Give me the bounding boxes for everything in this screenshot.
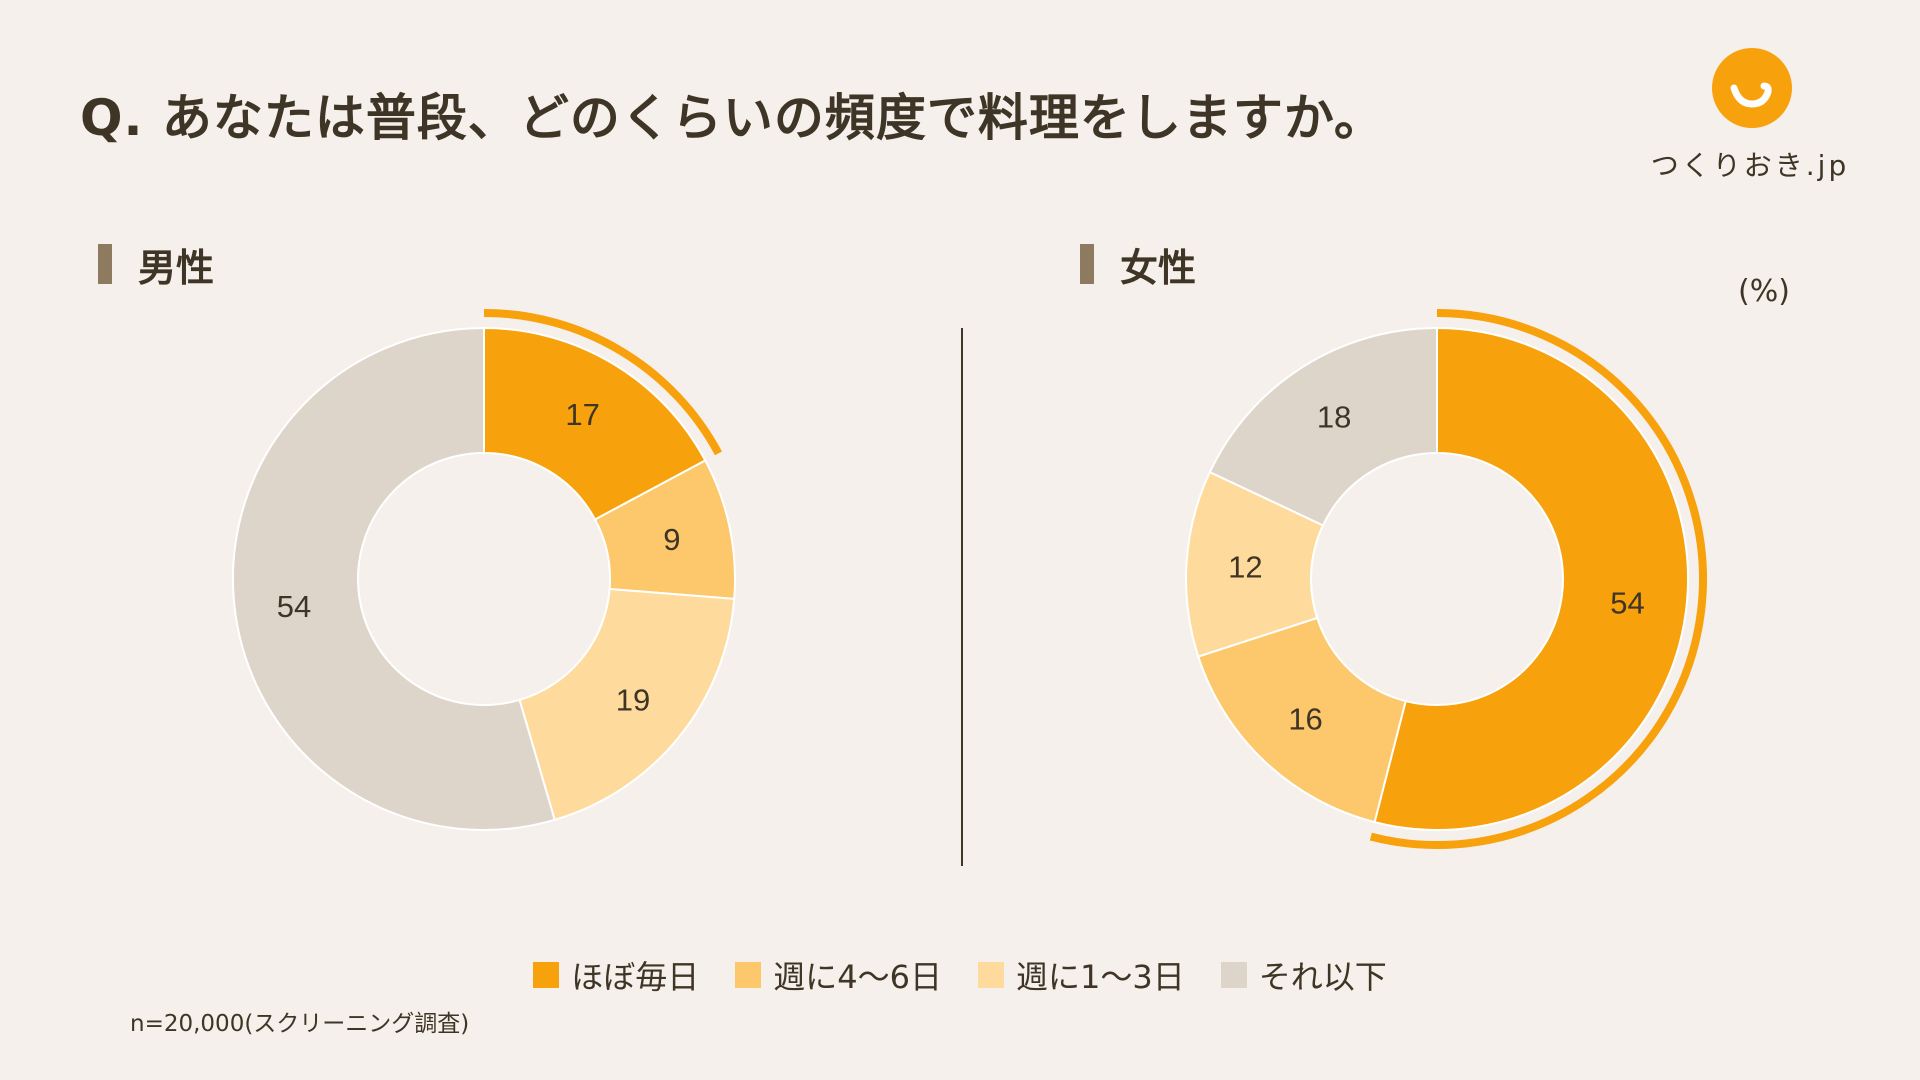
- male-data-label-2: 9: [663, 522, 680, 557]
- legend-item: それ以下: [1220, 952, 1387, 998]
- female-slice-4: [1208, 326, 1438, 527]
- male-slice-3: [518, 587, 736, 822]
- female-data-label-1: 54: [1610, 586, 1644, 621]
- male-data-label-1: 17: [565, 397, 599, 432]
- legend-label: ほぼ毎日: [571, 958, 700, 996]
- title-bar: [1080, 244, 1094, 284]
- logo-text: つくりおき.jp: [1650, 149, 1850, 182]
- male-data-label-3: 19: [616, 683, 650, 718]
- female-data-label-2: 16: [1288, 701, 1322, 736]
- male-slice-4: [232, 326, 556, 831]
- legend-swatch: [735, 962, 762, 988]
- unit-label: (%): [1738, 274, 1790, 309]
- female-slice-2: [1197, 616, 1407, 824]
- legend-label: 週に1〜3日: [1016, 958, 1185, 996]
- male-slice-1: [483, 326, 707, 521]
- female-panel-label: 女性: [1120, 245, 1197, 290]
- legend-swatch: [1220, 962, 1247, 988]
- legend-item: 週に4〜6日: [735, 952, 942, 998]
- title-bar: [98, 244, 112, 284]
- legend-item: 週に1〜3日: [978, 952, 1185, 998]
- legend-label: それ以下: [1258, 958, 1387, 996]
- male-panel-label: 男性: [138, 245, 215, 290]
- female-slice-1: [1373, 326, 1689, 831]
- female-data-label-4: 18: [1317, 399, 1351, 434]
- smile-face-icon: [1712, 48, 1792, 128]
- male-panel-title: 男性: [98, 242, 214, 290]
- legend-swatch: [533, 962, 560, 988]
- female-panel-title: 女性: [1080, 242, 1196, 290]
- sample-note: n=20,000(スクリーニング調査): [130, 1011, 470, 1037]
- page-title: Q. あなたは普段、どのくらいの頻度で料理をしますか。: [80, 89, 1385, 147]
- male-highlight-arc: [483, 309, 722, 456]
- brand-logo: つくりおき.jp: [1640, 48, 1860, 188]
- female-highlight-arc: [1369, 309, 1708, 849]
- male-data-label-4: 54: [277, 589, 311, 624]
- female-donut-chart: 54 16 12 18: [1185, 309, 1708, 849]
- panel-divider: [961, 328, 963, 866]
- female-data-label-3: 12: [1228, 549, 1262, 584]
- male-donut-chart: 17 9 19 54: [232, 309, 736, 831]
- legend-swatch: [978, 962, 1004, 988]
- legend-item: ほぼ毎日: [533, 952, 699, 998]
- chart-legend: ほぼ毎日 週に4〜6日 週に1〜3日 それ以下: [0, 952, 1920, 998]
- legend-label: 週に4〜6日: [773, 958, 942, 996]
